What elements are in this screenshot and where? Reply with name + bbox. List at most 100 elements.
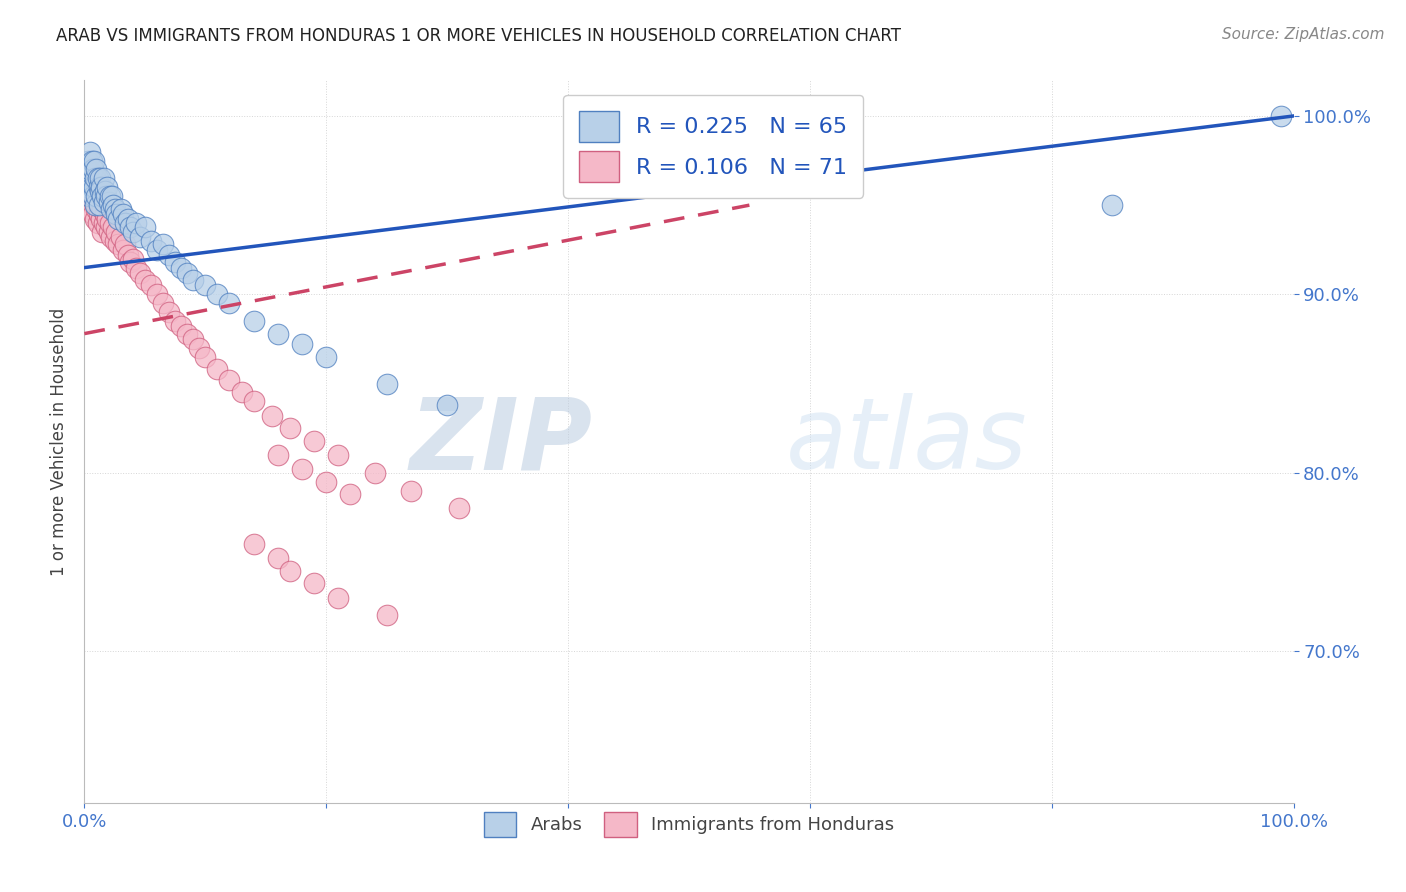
Point — [76, 180, 98, 194]
Point — [86, 171, 108, 186]
Point — [79, 177, 101, 191]
Point — [302, 576, 325, 591]
Point — [278, 564, 301, 578]
Point — [103, 198, 125, 212]
Point — [110, 230, 132, 244]
Point — [129, 230, 152, 244]
Point — [91, 202, 114, 216]
Point — [89, 184, 111, 198]
Point — [77, 184, 100, 198]
Point — [80, 180, 103, 194]
Point — [129, 266, 152, 280]
Point — [267, 448, 290, 462]
Text: atlas: atlas — [786, 393, 1028, 490]
Point — [112, 243, 135, 257]
Point — [242, 314, 264, 328]
Point — [170, 260, 193, 275]
Point — [328, 591, 350, 605]
Point — [278, 421, 301, 435]
Point — [87, 207, 110, 221]
Point — [83, 194, 105, 209]
Point — [100, 230, 122, 244]
Legend: Arabs, Immigrants from Honduras: Arabs, Immigrants from Honduras — [477, 805, 901, 845]
Point — [86, 189, 108, 203]
Point — [91, 225, 114, 239]
Point — [170, 319, 193, 334]
Point — [165, 314, 187, 328]
Point — [188, 341, 211, 355]
Point — [231, 385, 253, 400]
Point — [176, 266, 198, 280]
Point — [97, 225, 120, 239]
Point — [80, 189, 103, 203]
Point — [363, 466, 385, 480]
Point — [107, 212, 129, 227]
Point — [339, 487, 361, 501]
Point — [104, 202, 127, 216]
Point — [120, 219, 142, 234]
Point — [86, 162, 108, 177]
Point — [93, 216, 115, 230]
Point — [139, 278, 162, 293]
Point — [146, 287, 169, 301]
Point — [375, 376, 398, 391]
Point — [77, 189, 100, 203]
Point — [194, 278, 217, 293]
Point — [97, 194, 120, 209]
Point — [104, 225, 127, 239]
Point — [121, 252, 143, 266]
Point — [79, 145, 101, 159]
Point — [103, 219, 125, 234]
Point — [90, 212, 112, 227]
Point — [91, 189, 114, 203]
Point — [114, 216, 136, 230]
Point — [315, 475, 337, 489]
Point — [218, 296, 240, 310]
Point — [84, 212, 107, 227]
Point — [100, 202, 122, 216]
Point — [89, 198, 111, 212]
Point — [94, 189, 117, 203]
Point — [93, 171, 115, 186]
Point — [94, 184, 117, 198]
Point — [82, 162, 104, 177]
Point — [94, 207, 117, 221]
Point — [260, 409, 283, 423]
Point — [76, 180, 98, 194]
Point — [86, 216, 108, 230]
Point — [79, 202, 101, 216]
Point — [93, 194, 115, 209]
Point — [146, 243, 169, 257]
Point — [176, 326, 198, 341]
Point — [96, 212, 118, 227]
Point — [242, 537, 264, 551]
Point — [315, 350, 337, 364]
Point — [77, 194, 100, 209]
Point — [157, 248, 180, 262]
Point — [110, 202, 132, 216]
Point — [152, 237, 174, 252]
Point — [80, 153, 103, 168]
Point — [449, 501, 471, 516]
Point — [98, 189, 121, 203]
Point — [139, 234, 162, 248]
Point — [328, 448, 350, 462]
Point — [207, 362, 229, 376]
Point — [76, 162, 98, 177]
Point — [83, 153, 105, 168]
Point — [302, 434, 325, 448]
Point — [87, 180, 110, 194]
Point — [77, 153, 100, 168]
Point — [181, 273, 204, 287]
Text: ARAB VS IMMIGRANTS FROM HONDURAS 1 OR MORE VEHICLES IN HOUSEHOLD CORRELATION CHA: ARAB VS IMMIGRANTS FROM HONDURAS 1 OR MO… — [56, 27, 901, 45]
Point — [98, 216, 121, 230]
Y-axis label: 1 or more Vehicles in Household: 1 or more Vehicles in Household — [49, 308, 67, 575]
Point — [291, 462, 314, 476]
Point — [83, 180, 105, 194]
Point — [84, 171, 107, 186]
Point — [82, 207, 104, 221]
Point — [117, 248, 139, 262]
Point — [267, 326, 290, 341]
Point — [84, 184, 107, 198]
Point — [77, 171, 100, 186]
